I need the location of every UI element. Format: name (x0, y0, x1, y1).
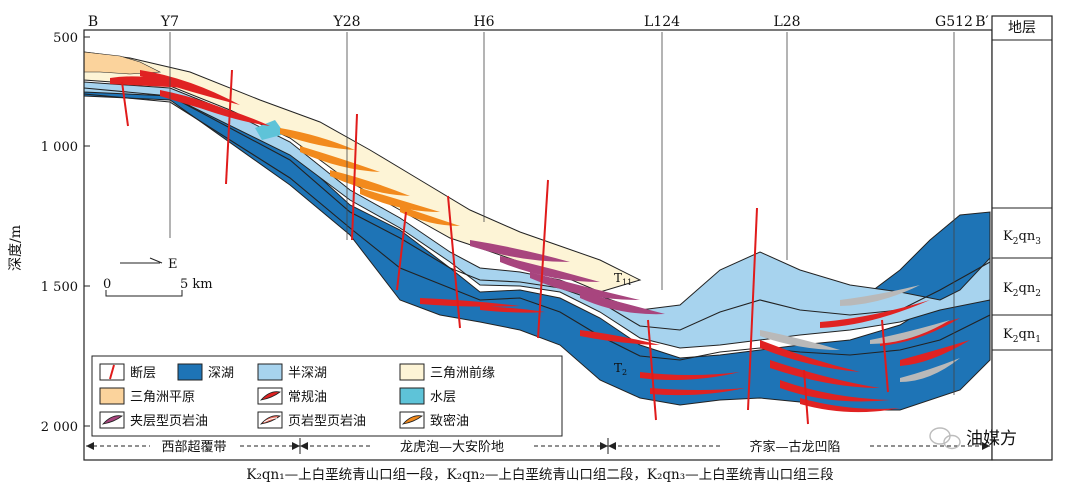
caption: K₂qn₁—上白垩统青山口组一段，K₂qn₂—上白垩统青山口组二段，K₂qn₃—… (246, 467, 833, 483)
water-layer-swatch (399, 387, 425, 405)
well-label: Y28 (332, 14, 360, 30)
zone-longhupao-terrace: 龙虎泡—大安阶地 (400, 440, 504, 455)
delta-plain-swatch (99, 387, 125, 405)
well-labels: B Y7 Y28 H6 L124 L28 G512 B′ (88, 14, 989, 30)
formation-k2qn2: K2qn2 (1003, 281, 1041, 299)
legend-item: 三角洲平原 (99, 387, 195, 405)
well-label: B (88, 14, 98, 30)
well-label: H6 (473, 14, 494, 30)
fault-lines (121, 69, 889, 425)
tight-oil-icon (399, 411, 425, 429)
well-label: B′ (975, 14, 988, 30)
legend-item: 夹层型页岩油 (99, 411, 208, 429)
legend-label: 页岩型页岩油 (288, 414, 366, 429)
well-label: G512 (935, 14, 973, 30)
scale-start: 0 (103, 277, 111, 292)
conventional-oil-icon (257, 387, 283, 405)
semi-deep-lake-body (83, 81, 991, 349)
legend-item: 致密油 (399, 411, 469, 429)
formation-k2qn1: K2qn1 (1003, 327, 1041, 345)
legend-label: 断层 (130, 366, 156, 381)
strata-header: 地层 (1008, 20, 1036, 36)
legend-label: 常规油 (288, 390, 327, 405)
legend-item: 页岩型页岩油 (257, 411, 366, 429)
strata-column: 地层 K2qn3 K2qn2 K2qn1 (991, 15, 1053, 461)
wechat-icon (929, 427, 961, 450)
y-tick-500: 500 (53, 31, 78, 46)
well-label: L124 (644, 14, 680, 30)
legend-item: 半深湖 (257, 363, 327, 381)
formation-k2qn3: K2qn3 (1003, 229, 1041, 247)
legend-label: 致密油 (430, 413, 469, 429)
zone-qijia-gulong-sag: 齐家—古龙凹陷 (749, 439, 840, 455)
y-axis: 500 1 000 1 500 2 000 深度/m (8, 31, 90, 435)
legend-label: 水层 (430, 390, 456, 405)
well-lines (169, 32, 955, 395)
zone-bar: 西部超覆带 龙虎泡—大安阶地 齐家—古龙凹陷 (86, 438, 990, 455)
water-layer-body (255, 120, 285, 140)
marker-t2: T2 (614, 361, 627, 377)
orientation-label: E (168, 257, 178, 272)
y-tick-1500: 1 500 (41, 280, 78, 295)
interlayer-shale-oil-icon (99, 411, 125, 429)
legend-item: 水层 (399, 387, 456, 405)
watermark-text: 油媒方 (966, 429, 1017, 449)
zone-west-overlap: 西部超覆带 (161, 440, 226, 455)
y-axis-label: 深度/m (8, 225, 24, 271)
scale-bar: 0 5 km (103, 277, 213, 297)
marker-t11: T11 (614, 271, 632, 287)
shale-type-shale-oil-icon (257, 411, 283, 429)
legend-item: 三角洲前缘 (399, 363, 495, 381)
well-label: Y7 (160, 14, 179, 30)
legend-label: 三角洲平原 (130, 390, 195, 405)
legend-item: 深湖 (177, 363, 234, 381)
interlayer-shale-oil-lenses (470, 240, 665, 315)
y-tick-2000: 2 000 (41, 420, 78, 435)
tight-oil-lenses (280, 128, 460, 226)
legend-item: 常规油 (257, 387, 327, 405)
delta-front-swatch (399, 363, 425, 381)
scale-end: 5 km (180, 277, 213, 292)
fault-icon (99, 363, 125, 381)
orientation-arrow: E (120, 257, 178, 272)
watermark: 油媒方 (929, 427, 1017, 450)
grey-lenses (760, 285, 960, 382)
legend-item: 断层 (99, 363, 156, 381)
legend-label: 三角洲前缘 (430, 365, 495, 381)
legend-label: 夹层型页岩油 (130, 414, 208, 429)
legend-label: 深湖 (208, 366, 234, 381)
semi-deep-lake-swatch (257, 363, 283, 381)
y-tick-1000: 1 000 (41, 140, 78, 155)
legend-label: 半深湖 (288, 366, 327, 381)
well-label: L28 (773, 14, 800, 30)
deep-lake-swatch (177, 363, 203, 381)
